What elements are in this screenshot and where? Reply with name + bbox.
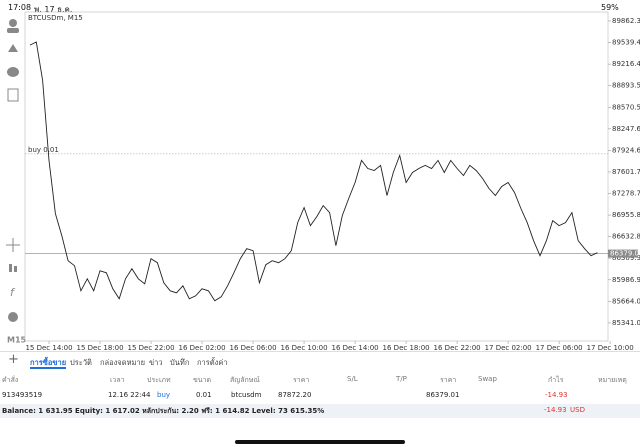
column-header: หมายเหตุ [598,376,627,384]
x-tick-label: 16 Dec 02:00 [179,344,226,350]
x-tick-label: 17 Dec 02:00 [485,344,532,350]
chart-title: BTCUSDm, M15 [28,14,83,22]
tab[interactable]: บันทึก [170,358,190,367]
y-tick-label: 87601.70 [612,168,640,176]
column-header: เวลา [110,376,125,384]
indicator-icon[interactable]: f [10,286,16,299]
tab[interactable]: กล่องจดหมาย [100,358,146,367]
status-time: 17:08 [8,3,32,12]
column-header: T/P [396,375,407,383]
y-tick-label: 88247.60 [612,125,640,133]
table-cell: -14.93 [545,391,568,399]
divider [0,351,640,352]
y-tick-label: 86309.90 [612,254,640,262]
column-header: ขนาด [193,376,212,384]
table-cell: 913493519 [2,391,43,399]
x-tick-label: 16 Dec 10:00 [281,344,328,350]
y-tick-label: 85986.95 [612,276,640,284]
chat-icon[interactable] [7,67,19,77]
active-tab-underline [30,367,66,369]
y-tick-label: 86632.85 [612,233,640,241]
x-tick-label: 15 Dec 18:00 [76,344,123,350]
y-tick-label: 89539.40 [612,39,640,47]
summary-profit: -14.93 [544,406,567,414]
x-tick-label: 15 Dec 22:00 [127,344,174,350]
price-tag-label: 86379.01 [610,250,640,258]
x-tick-label: 17 Dec 10:00 [587,344,634,350]
y-tick-label: 85341.05 [612,319,640,327]
table-cell: btcusdm [231,391,262,399]
column-header: S/L [347,375,358,383]
y-tick-label: 89216.45 [612,60,640,68]
candle-icon[interactable] [9,264,12,272]
add-icon[interactable] [7,88,19,102]
x-tick-label: 16 Dec 14:00 [332,344,379,350]
column-header: ราคา [293,376,310,384]
summary-bar [0,404,640,418]
chart: f M15 BTCUSDm, M15 89862.35 89539.40 89216… [6,11,640,350]
table-cell: buy [157,391,171,399]
table-cell: 87872.20 [278,391,312,399]
crosshair-icon[interactable] [6,238,20,252]
column-header: สัญลักษณ์ [230,376,260,384]
trade-icon[interactable] [8,44,18,52]
status-date: พ. 17 ธ.ค. [34,5,73,14]
tab[interactable]: ข่าว [149,358,163,367]
plot-frame [24,11,609,342]
y-tick-label: 86955.80 [612,211,640,219]
y-tick-label: 85664.00 [612,297,640,305]
y-tick-label: 89862.35 [612,17,640,25]
toolbar: f [6,19,20,322]
home-indicator [235,440,405,444]
tab[interactable]: การตั้งค่า [197,358,228,367]
timeframe[interactable]: M15 [7,336,27,345]
candle-icon-2 [14,266,17,272]
summary-currency: USD [570,406,585,414]
battery: 59% [601,3,619,12]
column-header: Swap [478,375,497,383]
column-header: ราคา [440,376,457,384]
x-tick-label: 16 Dec 18:00 [383,344,430,350]
tab[interactable]: ประวัติ [70,358,92,367]
tab[interactable]: การซื้อขาย [30,358,67,367]
x-tick-label: 15 Dec 14:00 [25,344,72,350]
table-cell: 0.01 [196,391,212,399]
objects-icon[interactable] [8,312,18,322]
y-tick-label: 87278.75 [612,190,640,198]
y-tick-label: 87924.65 [612,146,640,154]
price-line-series [29,41,598,302]
column-header: กำไร [548,376,564,384]
x-tick-label: 16 Dec 06:00 [230,344,277,350]
x-tick-label: 17 Dec 06:00 [536,344,583,350]
y-tick-label: 88570.55 [612,103,640,111]
x-tick-label: 16 Dec 22:00 [434,344,481,350]
account-icon[interactable] [9,19,17,27]
summary: Balance: 1 631.95 Equity: 1 617.02 หลักป… [2,407,325,415]
buy-line-label: buy 0.01 [28,146,59,154]
column-header: ประเภท [147,376,171,384]
column-header: คำสั่ง [2,376,19,384]
account-icon-base [7,28,19,33]
table-cell: 12.16 22:44 [108,391,151,399]
price-tag [608,249,638,258]
table-cell: 86379.01 [426,391,460,399]
add-button[interactable]: + [8,352,19,367]
y-tick-label: 88893.50 [612,82,640,90]
